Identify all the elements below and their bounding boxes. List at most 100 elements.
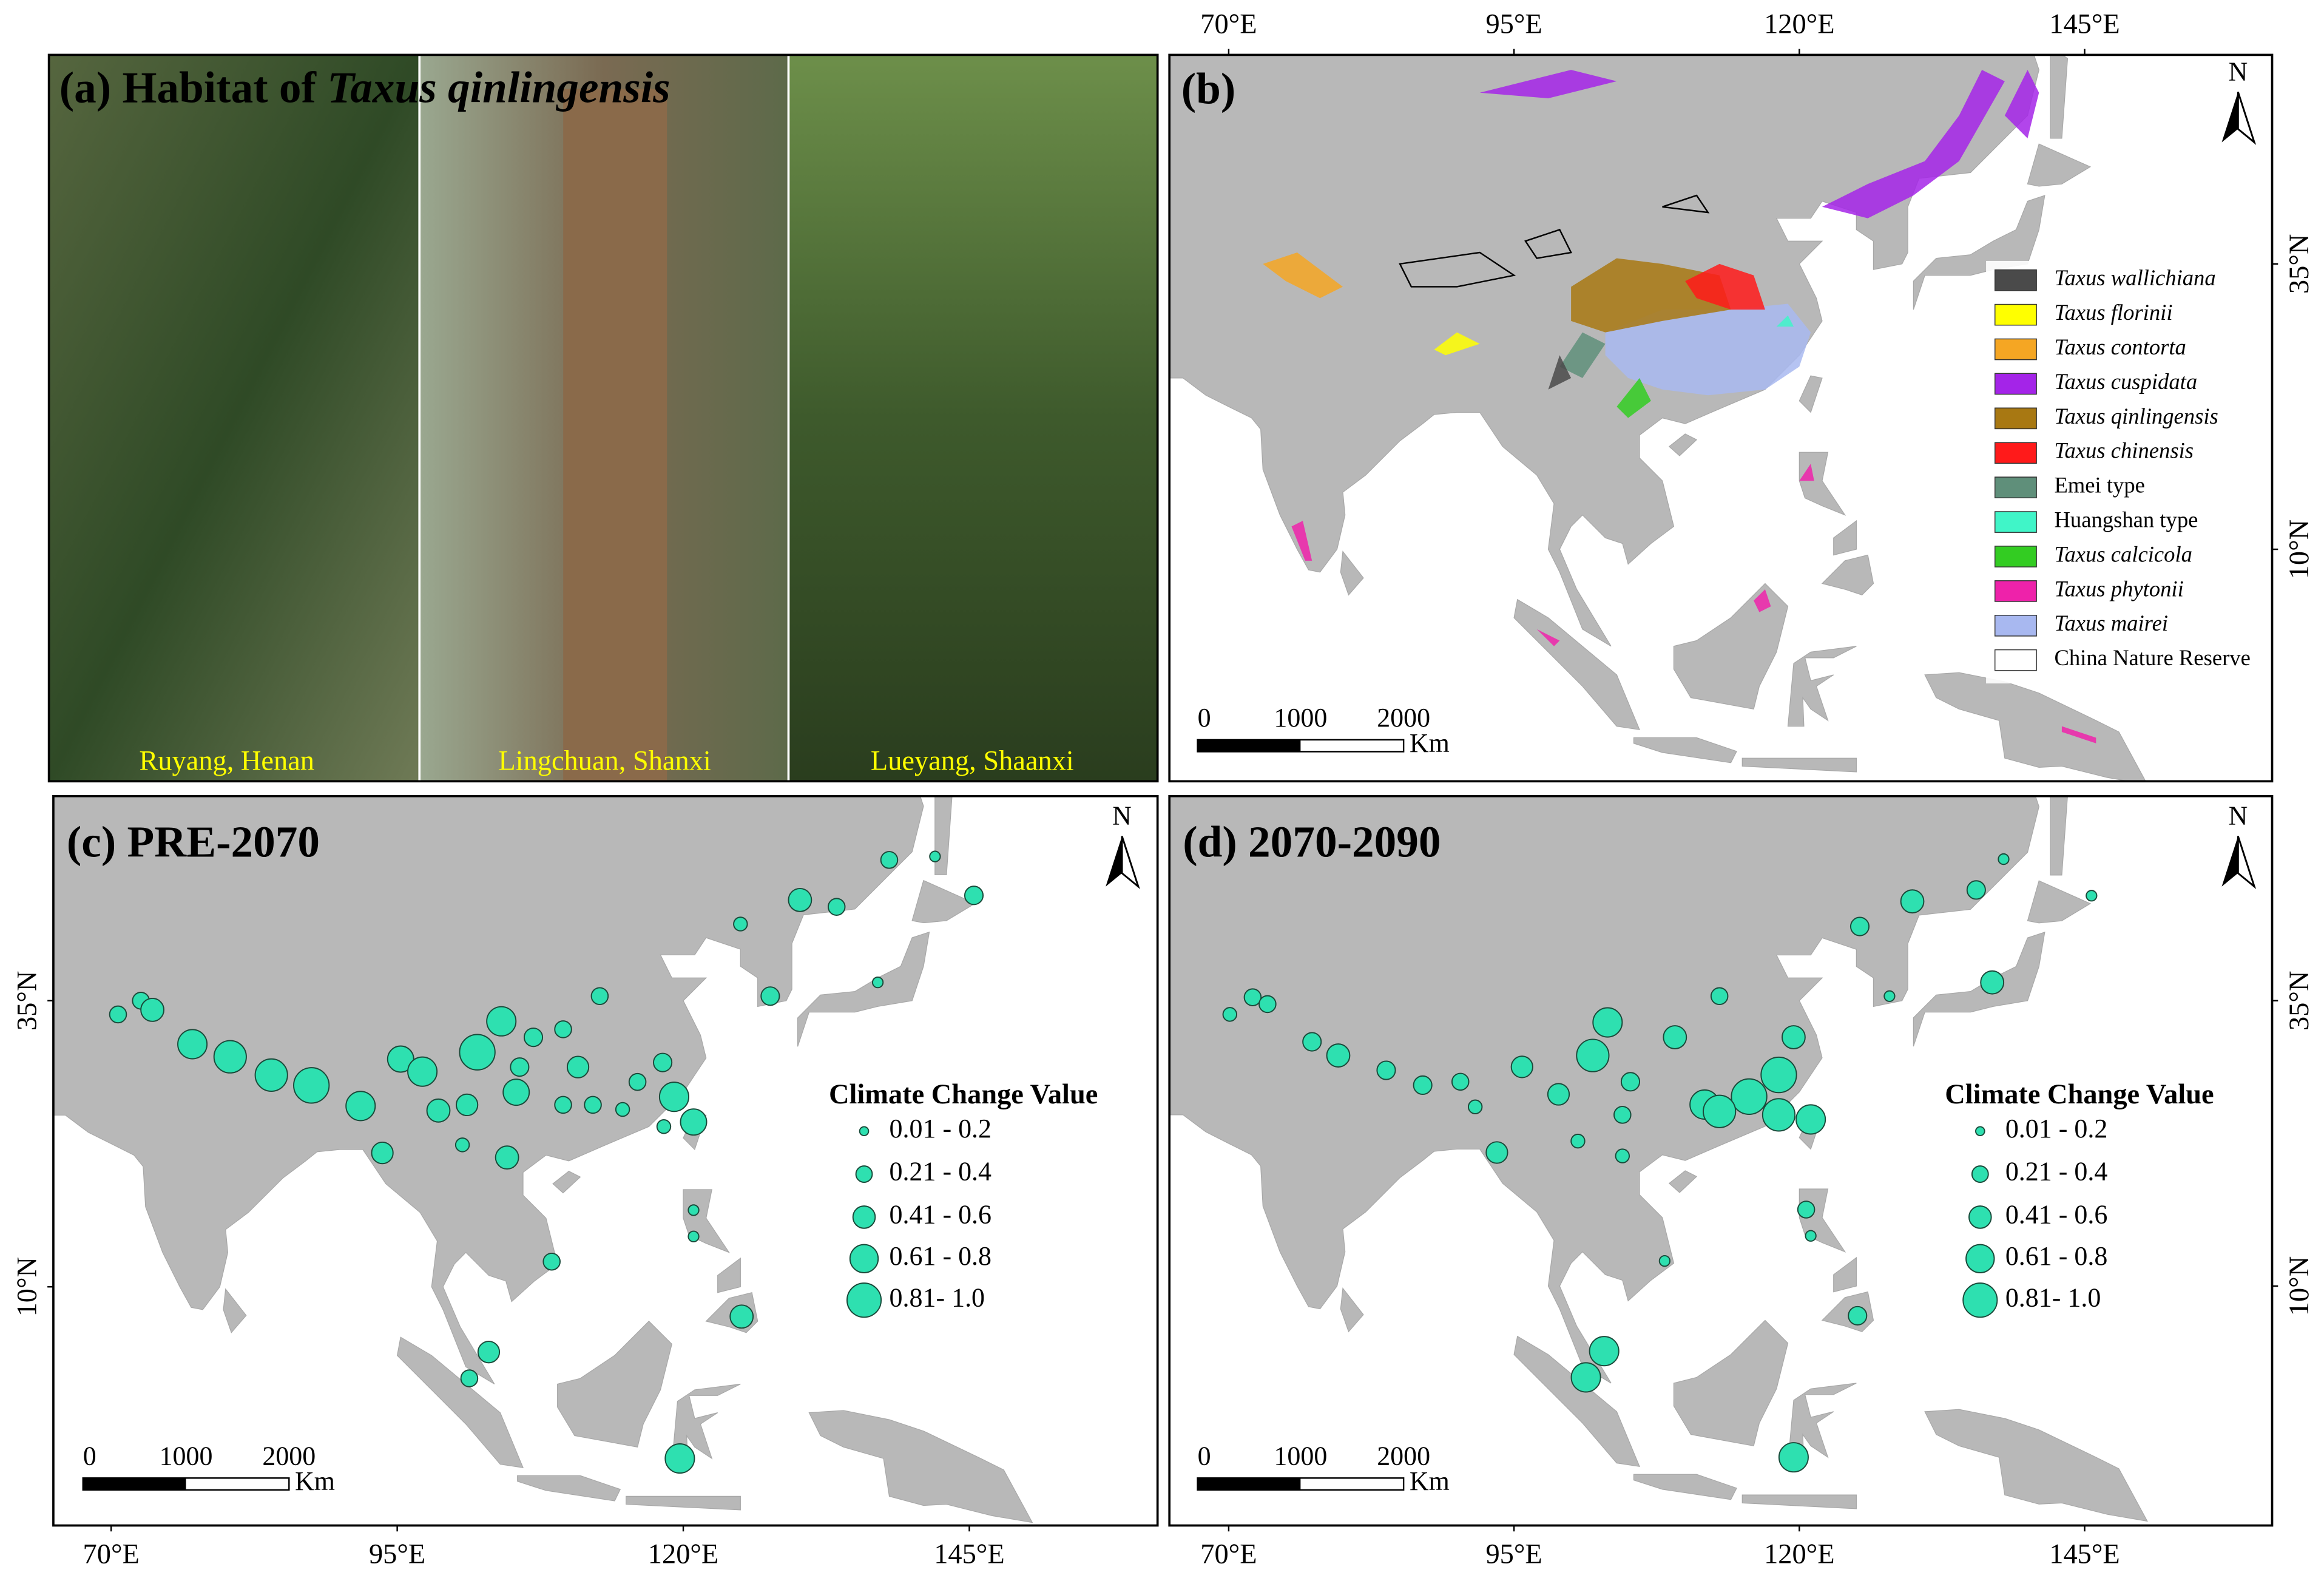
legend-swatch: [1995, 442, 2037, 464]
legend-swatch: [1995, 269, 2037, 291]
north-arrow: [2237, 836, 2257, 890]
climate-point: [554, 1020, 572, 1038]
legend-label: Emei type: [2054, 473, 2145, 498]
climate-point: [1467, 1099, 1483, 1114]
climate-point: [1302, 1032, 1322, 1052]
y-tick-label: 35°N: [12, 971, 42, 1031]
north-arrow: [2237, 92, 2257, 145]
climate-point: [1703, 1094, 1737, 1128]
legend-swatch: [1995, 407, 2037, 430]
legend-swatch: [1995, 614, 2037, 637]
scale-label: 0: [1198, 1441, 1211, 1471]
land: [1340, 550, 1364, 596]
legend-label: 0.41 - 0.6: [2005, 1200, 2107, 1230]
north-label: N: [2228, 56, 2248, 86]
legend-label: 0.21 - 0.4: [890, 1157, 991, 1187]
climate-point: [1998, 853, 2010, 865]
land: [2050, 55, 2069, 139]
scale-bar: [1197, 739, 1301, 752]
climate-point: [1485, 1141, 1508, 1164]
legend-label: Taxus phytonii: [2054, 576, 2183, 601]
legend-label: 0.61 - 0.8: [890, 1241, 991, 1271]
map: [53, 796, 1033, 1523]
distribution-area: [1263, 252, 1343, 299]
land: [1787, 1383, 1857, 1464]
legend-symbol: [1962, 1282, 1998, 1318]
climate-point: [477, 1341, 501, 1364]
x-tick-label: 120°E: [1764, 9, 1834, 40]
panel-border: [1168, 794, 2274, 1527]
panel-title: (a) Habitat of Taxus qinlingensis: [59, 63, 671, 112]
land: [1169, 55, 2039, 647]
climate-point: [680, 1108, 708, 1136]
map: [1169, 55, 2146, 782]
climate-point: [1570, 1133, 1586, 1149]
photo-caption: Lingchuan, Shanxi: [498, 746, 711, 777]
climate-point: [871, 976, 884, 989]
climate-point: [1849, 916, 1870, 936]
climate-point: [407, 1056, 438, 1087]
climate-point: [964, 886, 984, 906]
climate-point: [1710, 987, 1729, 1006]
north-arrow: [1106, 836, 1123, 887]
land: [717, 1257, 741, 1293]
distribution-area: [1616, 378, 1651, 418]
legend-label: 0.21 - 0.4: [2005, 1157, 2107, 1187]
distribution-area: [1571, 258, 1731, 333]
legend-label: 0.81- 1.0: [890, 1282, 985, 1312]
scale-label: 1000: [1274, 703, 1327, 733]
land: [1673, 583, 1789, 710]
climate-point: [584, 1095, 602, 1114]
land: [1913, 195, 2045, 310]
land: [1787, 646, 1857, 727]
climate-point: [1510, 1055, 1533, 1079]
distribution-area: [1548, 355, 1572, 390]
north-label: N: [2228, 801, 2248, 830]
y-tick-label: 10°N: [12, 1257, 42, 1316]
map: [1169, 796, 2148, 1522]
distribution-area: [1536, 629, 1560, 646]
legend-label: 0.81- 1.0: [2005, 1282, 2101, 1312]
land: [1633, 1474, 1737, 1500]
land: [1913, 932, 2045, 1047]
legend-swatch: [1995, 373, 2037, 395]
climate-point: [371, 1141, 394, 1165]
nature-reserve: [1524, 228, 1572, 259]
legend-swatch: [1995, 338, 2037, 361]
land: [1169, 796, 2039, 1384]
climate-point: [1243, 988, 1262, 1006]
legend-label: Taxus calcicola: [2054, 541, 2192, 566]
land: [1340, 1287, 1364, 1333]
climate-point: [658, 1082, 689, 1112]
climate-point: [293, 1067, 330, 1104]
climate-point: [542, 1252, 561, 1271]
land: [517, 1475, 621, 1502]
climate-point: [345, 1091, 376, 1122]
climate-point: [1592, 1007, 1623, 1038]
climate-point: [1778, 1442, 1809, 1473]
north-arrow: [1121, 836, 1140, 890]
land: [1668, 433, 1698, 456]
climate-point: [1805, 1230, 1817, 1242]
distribution-area: [1479, 70, 1617, 98]
land: [396, 1336, 524, 1468]
land: [1513, 598, 1640, 731]
climate-point: [760, 986, 780, 1006]
climate-point: [109, 1005, 127, 1024]
x-tick-label: 145°E: [2049, 1539, 2120, 1570]
panel-title: (d) 2070-2090: [1183, 818, 1441, 867]
climate-point: [729, 1304, 754, 1329]
climate-point: [426, 1098, 451, 1123]
climate-point: [1570, 1362, 1601, 1393]
climate-point: [1900, 889, 1925, 914]
climate-point: [1980, 970, 2005, 995]
photo: [788, 55, 1158, 782]
distribution-area: [1822, 70, 2005, 218]
legend-symbol: [859, 1126, 870, 1137]
climate-point: [929, 850, 941, 862]
legend-swatch: [1995, 580, 2037, 602]
climate-point: [456, 1093, 479, 1117]
scale-unit: Km: [295, 1466, 335, 1496]
climate-point: [1547, 1083, 1570, 1106]
land: [1741, 757, 1857, 773]
